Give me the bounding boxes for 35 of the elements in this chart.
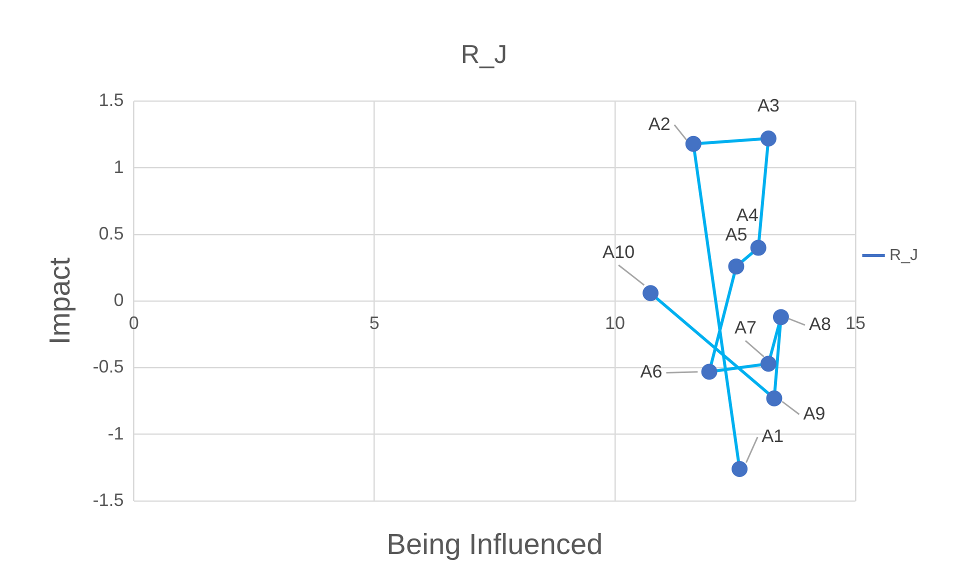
point [728, 258, 744, 274]
y-tick-label: -0.5 [92, 356, 124, 377]
x-tick-label: 0 [128, 312, 139, 333]
point [732, 461, 748, 478]
y-tick-label: 0.5 [98, 223, 124, 244]
point [685, 136, 702, 152]
annotation: A4 [736, 204, 758, 225]
legend-label: R_J [890, 246, 918, 264]
annotation: A7 [734, 318, 756, 338]
x-axis-title: Being Influenced [386, 529, 603, 561]
annotation: A10 [602, 242, 635, 262]
x-tick-label: 15 [846, 312, 866, 333]
point [760, 130, 776, 147]
x-tick-label: 10 [604, 312, 625, 333]
y-tick-label: 1 [114, 156, 124, 177]
annotation: A2 [648, 114, 670, 134]
chart-title: R_J [460, 38, 508, 69]
y-tick-label: -1.5 [92, 490, 124, 510]
y-tick-label: 0 [114, 290, 124, 310]
annotation: A1 [762, 426, 784, 446]
y-tick-label: 1.5 [98, 90, 124, 110]
annotation: A6 [640, 362, 662, 382]
point [766, 390, 782, 406]
y-axis-title: Impact [44, 258, 76, 345]
point [760, 356, 776, 372]
point [772, 309, 789, 326]
y-tick-label: -1 [108, 423, 124, 444]
point [642, 285, 659, 302]
annotation: A5 [725, 224, 748, 244]
annotation: A9 [803, 403, 826, 424]
annotation: A3 [757, 95, 780, 116]
point [701, 364, 718, 380]
point [750, 240, 766, 256]
x-tick-label: 5 [369, 312, 380, 333]
annotation: A8 [808, 314, 831, 334]
